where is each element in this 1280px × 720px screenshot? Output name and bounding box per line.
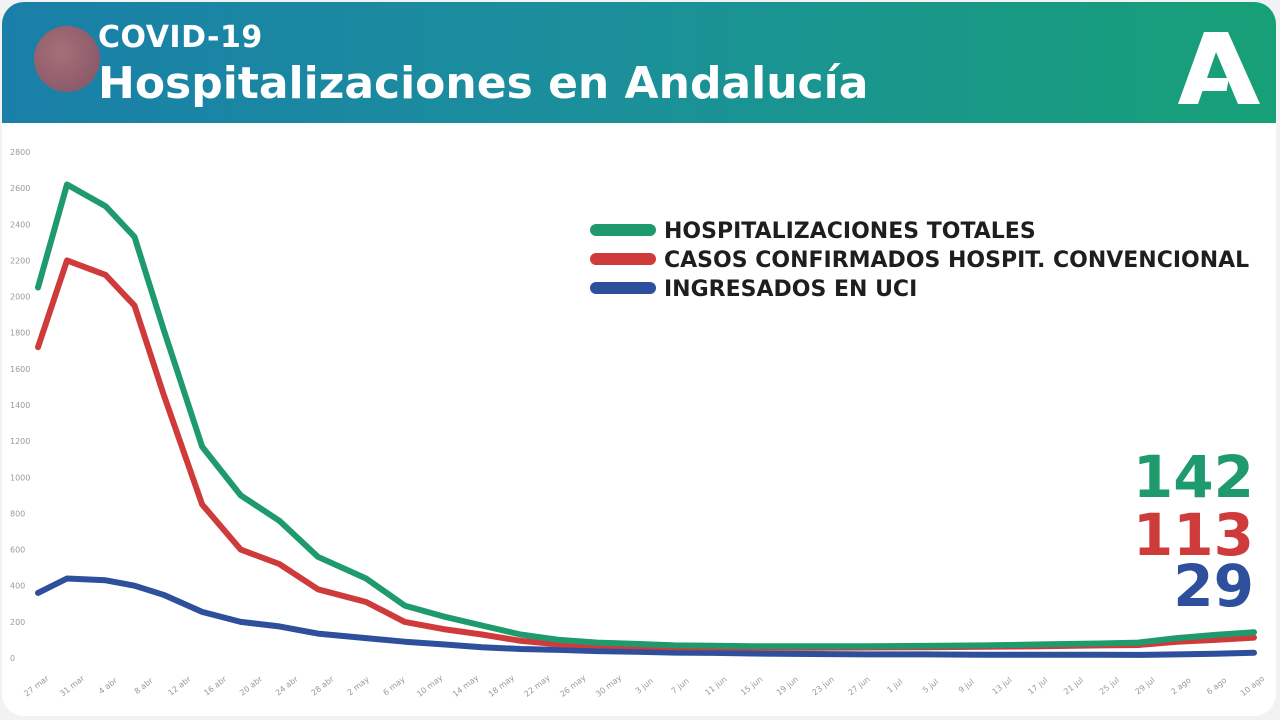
x-tick-label: 27 jun bbox=[846, 675, 871, 698]
x-tick-label: 1 jul bbox=[885, 677, 904, 695]
header-banner: COVID-19 Hospitalizaciones en Andalucía bbox=[2, 2, 1276, 123]
x-axis: 27 mar 31 mar 4 abr 8 abr 12 abr 16 abr 20 abr… bbox=[22, 673, 1266, 699]
x-tick-label: 21 jul bbox=[1062, 676, 1085, 697]
x-tick-label: 24 abr bbox=[274, 674, 301, 698]
page-title: Hospitalizaciones en Andalucía bbox=[98, 58, 869, 109]
legend-label: INGRESADOS EN UCI bbox=[664, 277, 917, 302]
x-tick-label: 7 jun bbox=[670, 676, 691, 695]
x-tick-label: 5 jul bbox=[921, 677, 940, 695]
x-tick-label: 6 ago bbox=[1205, 675, 1228, 696]
x-tick-label: 18 may bbox=[487, 673, 517, 699]
x-tick-label: 13 jul bbox=[991, 676, 1014, 697]
junta-andalucia-logo bbox=[1178, 32, 1260, 104]
coronavirus-icon bbox=[34, 26, 100, 92]
legend-swatch bbox=[590, 282, 656, 294]
header-kicker: COVID-19 bbox=[98, 20, 263, 55]
x-tick-label: 28 abr bbox=[310, 674, 337, 698]
x-tick-label: 8 abr bbox=[133, 676, 156, 696]
x-tick-label: 19 jun bbox=[775, 675, 800, 698]
x-tick-label: 23 jun bbox=[811, 675, 836, 698]
x-tick-label: 22 may bbox=[523, 673, 553, 699]
x-tick-label: 27 mar bbox=[22, 673, 51, 698]
y-axis: 0 200 400 600 800 1000 1200 1400 1600 1800 2000 220… bbox=[10, 148, 30, 663]
x-tick-label: 17 jul bbox=[1026, 676, 1049, 697]
legend-swatch bbox=[590, 253, 656, 265]
x-tick-label: 26 may bbox=[558, 673, 588, 699]
x-tick-label: 12 abr bbox=[167, 674, 194, 698]
x-tick-label: 3 jun bbox=[634, 676, 655, 695]
x-tick-label: 20 abr bbox=[238, 674, 265, 698]
x-tick-label: 14 may bbox=[451, 673, 481, 699]
x-tick-label: 25 jul bbox=[1098, 676, 1121, 697]
x-tick-label: 30 may bbox=[594, 673, 624, 699]
latest-value: 142 bbox=[1133, 443, 1254, 511]
legend: HOSPITALIZACIONES TOTALES CASOS CONFIRMAD… bbox=[590, 219, 1249, 302]
legend-label: HOSPITALIZACIONES TOTALES bbox=[664, 219, 1036, 244]
x-tick-label: 10 ago bbox=[1239, 674, 1266, 698]
y-tick-label: 0 bbox=[10, 654, 15, 663]
x-tick-label: 11 jun bbox=[703, 675, 728, 698]
x-tick-label: 4 abr bbox=[97, 676, 120, 696]
y-tick-label: 1200 bbox=[10, 437, 30, 446]
y-tick-label: 600 bbox=[10, 546, 25, 555]
x-tick-label: 9 jul bbox=[957, 677, 976, 695]
y-tick-label: 800 bbox=[10, 509, 25, 518]
legend-label: CASOS CONFIRMADOS HOSPIT. CONVENCIONAL bbox=[664, 248, 1249, 273]
latest-value: 113 bbox=[1133, 501, 1254, 569]
x-tick-label: 29 jul bbox=[1134, 676, 1157, 697]
y-tick-label: 1000 bbox=[10, 473, 30, 482]
series-line-2 bbox=[35, 575, 1257, 658]
y-tick-label: 1800 bbox=[10, 329, 30, 338]
latest-value: 29 bbox=[1173, 552, 1254, 620]
x-tick-label: 10 may bbox=[415, 673, 445, 699]
x-tick-label: 2 ago bbox=[1169, 675, 1192, 696]
legend-swatch bbox=[590, 224, 656, 236]
y-tick-label: 2400 bbox=[10, 220, 30, 229]
x-tick-label: 16 abr bbox=[202, 674, 229, 698]
series-line-1 bbox=[35, 257, 1257, 651]
y-tick-label: 200 bbox=[10, 618, 25, 627]
series-line-0 bbox=[35, 181, 1257, 650]
y-tick-label: 400 bbox=[10, 582, 25, 591]
y-tick-label: 2600 bbox=[10, 184, 30, 193]
x-tick-label: 15 jun bbox=[739, 675, 764, 698]
x-tick-label: 6 may bbox=[381, 675, 406, 698]
x-tick-label: 31 mar bbox=[58, 673, 87, 698]
y-tick-label: 2800 bbox=[10, 148, 30, 157]
plot-area bbox=[35, 181, 1257, 658]
y-tick-label: 1600 bbox=[10, 365, 30, 374]
x-tick-label: 2 may bbox=[346, 675, 371, 698]
y-tick-label: 2000 bbox=[10, 293, 30, 302]
y-tick-label: 1400 bbox=[10, 401, 30, 410]
y-tick-label: 2200 bbox=[10, 256, 30, 265]
